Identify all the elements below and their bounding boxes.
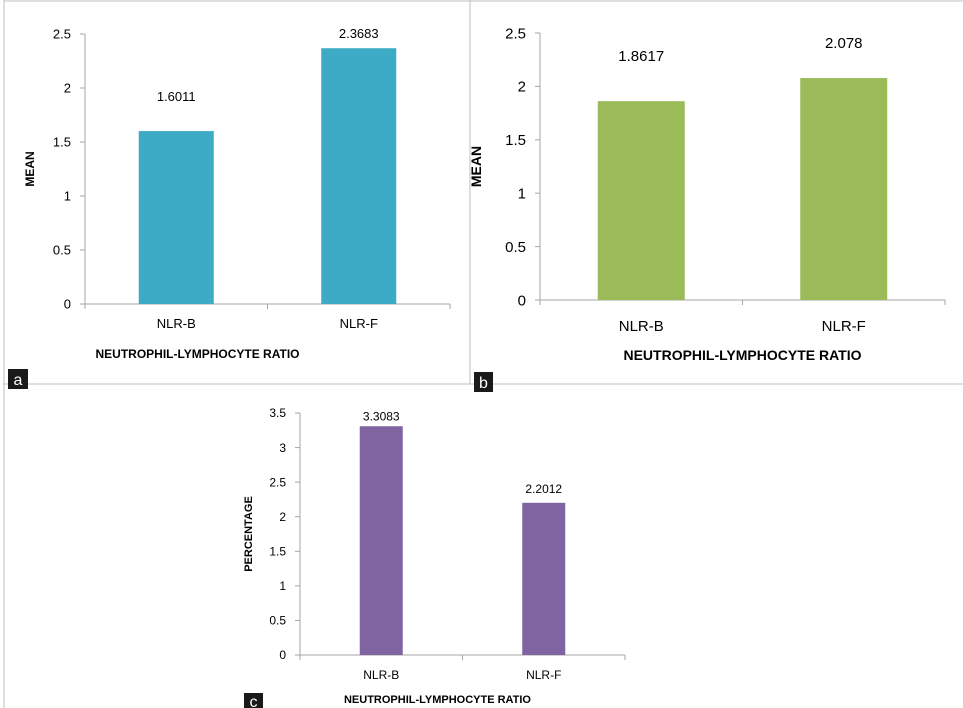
x-category-label: NLR-F [526,668,561,682]
data-label: 2.078 [825,35,863,52]
x-axis-title: NEUTROPHIL-LYMPHOCYTE RATIO [344,694,531,706]
y-tick-label: 1.5 [505,132,526,149]
bar-nlr-f [800,78,888,300]
y-tick-label: 1 [64,189,71,204]
data-label: 2.3683 [339,26,379,41]
y-tick-label: 1 [279,579,286,593]
panel-tag-box [244,693,263,708]
chart-panel-a: 0 0.5 1 1.5 2 2.5 1.6011 NLR-B 2.3683 NLR-F NEUTRO… [8,26,451,389]
x-category-label: NLR-B [157,316,196,331]
bar-nlr-b [138,131,214,304]
bar-nlr-f [522,502,566,655]
data-label: 3.3083 [363,409,400,423]
y-tick-label: 2 [279,510,286,524]
data-label: 1.6011 [157,89,196,104]
y-tick-label: 1.5 [53,135,71,150]
y-tick-label: 0 [279,648,286,662]
y-tick-label: 2.5 [53,27,71,42]
y-tick-label: 2 [64,81,71,96]
y-tick-label: 0.5 [269,614,286,628]
x-axis-title: NEUTROPHIL-LYMPHOCYTE RATIO [623,347,861,363]
y-axis-title: PERCENTAGE [243,496,255,572]
chart-panel-b: 0 0.5 1 1.5 2 2.5 1.8617 NLR-B 2.078 NLR-F NEUTROP… [468,25,946,392]
y-tick-label: 0.5 [53,243,71,258]
y-axis-title: MEAN [23,151,37,186]
panel-tag-label: c [250,694,258,708]
y-tick-label: 0 [64,297,71,312]
chart-panel-c: 0 0.5 1 1.5 2 2.5 3 3.5 3.3083 NLR-B 2.2012 NLR-F NE… [243,406,626,708]
data-label: 2.2012 [525,482,562,496]
data-label: 1.8617 [618,48,664,65]
y-axis-title: MEAN [468,146,484,187]
panel-tag-label: b [479,375,488,392]
x-axis-title: NEUTROPHIL-LYMPHOCYTE RATIO [95,347,299,361]
x-category-label: NLR-F [340,316,378,331]
x-category-label: NLR-F [822,318,866,335]
y-tick-label: 1.5 [269,544,286,558]
y-tick-label: 1 [518,185,526,202]
panel-tag-label: a [14,372,23,389]
y-tick-label: 3.5 [269,406,286,420]
bar-nlr-b [359,426,403,655]
panel-tag-box [8,369,28,389]
bar-nlr-b [597,101,685,300]
panel-tag-box [474,372,493,392]
x-category-label: NLR-B [619,318,664,335]
y-tick-label: 2.5 [505,25,526,42]
y-tick-label: 2 [518,79,526,96]
y-tick-label: 2.5 [269,475,286,489]
y-tick-label: 3 [279,441,286,455]
y-tick-label: 0 [518,292,526,309]
x-category-label: NLR-B [363,668,399,682]
bar-nlr-f [321,48,397,304]
y-tick-label: 0.5 [505,239,526,256]
